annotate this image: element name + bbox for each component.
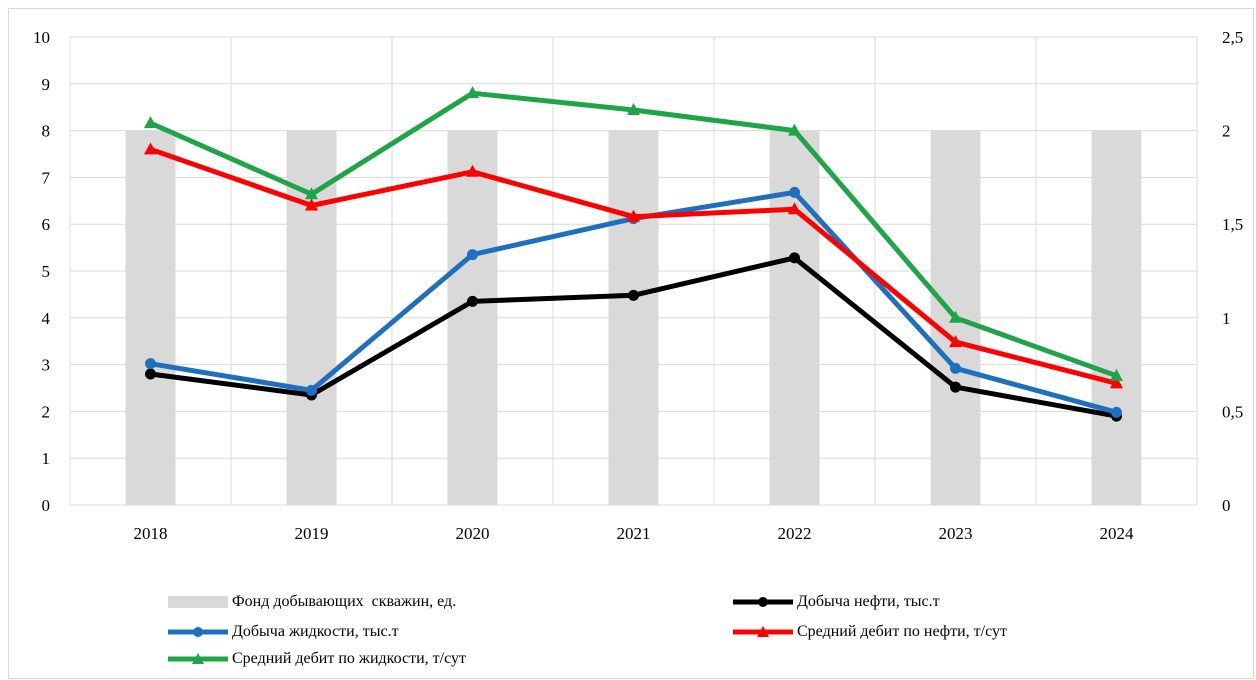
data-point: [145, 368, 156, 380]
bar: [447, 130, 498, 505]
y-left-tick-label: 6: [42, 215, 51, 234]
y-left-tick-label: 4: [42, 309, 51, 328]
y-left-tick-label: 1: [42, 449, 51, 468]
y-left-tick-label: 3: [42, 356, 51, 375]
data-point: [1110, 376, 1123, 389]
data-point: [789, 252, 800, 264]
y-right-tick-label: 1: [1222, 309, 1231, 328]
data-point: [1110, 368, 1123, 381]
bar: [125, 130, 176, 505]
data-point: [466, 86, 479, 99]
bar: [769, 130, 820, 505]
x-tick-label: 2023: [939, 524, 973, 543]
data-point: [144, 142, 157, 155]
data-point: [1111, 406, 1122, 418]
data-point: [950, 381, 961, 393]
x-tick-label: 2018: [134, 524, 168, 543]
chart-frame: [8, 8, 1254, 679]
data-point: [949, 335, 962, 348]
y-left-tick-label: 8: [42, 122, 51, 141]
data-point: [467, 295, 478, 307]
data-point: [788, 202, 801, 215]
y-right-tick-label: 1,5: [1222, 215, 1243, 234]
data-point: [949, 310, 962, 323]
y-left-tick-label: 0: [42, 496, 51, 515]
data-point: [788, 123, 801, 136]
data-point: [144, 116, 157, 129]
y-left-tick-label: 9: [42, 75, 51, 94]
x-tick-label: 2022: [778, 524, 812, 543]
data-point: [467, 249, 478, 261]
y-left-tick-label: 7: [42, 168, 51, 187]
data-point: [627, 209, 640, 222]
data-point: [306, 384, 317, 396]
y-right-tick-label: 2: [1222, 122, 1231, 141]
x-tick-label: 2019: [295, 524, 329, 543]
y-right-tick-label: 2,5: [1222, 28, 1243, 47]
y-left-tick-label: 10: [33, 28, 50, 47]
data-point: [627, 103, 640, 116]
y-left-tick-label: 2: [42, 402, 51, 421]
data-point: [145, 358, 156, 370]
data-point: [628, 289, 639, 301]
y-left-tick-label: 5: [42, 262, 51, 281]
data-point: [789, 186, 800, 198]
data-point: [466, 164, 479, 177]
x-tick-label: 2024: [1100, 524, 1135, 543]
y-right-tick-label: 0: [1222, 496, 1231, 515]
x-tick-label: 2021: [617, 524, 651, 543]
bar: [608, 130, 659, 505]
data-point: [950, 362, 961, 374]
y-right-tick-label: 0,5: [1222, 402, 1243, 421]
bar: [1091, 130, 1142, 505]
data-point: [305, 187, 318, 200]
x-tick-label: 2020: [456, 524, 490, 543]
data-point: [305, 198, 318, 211]
